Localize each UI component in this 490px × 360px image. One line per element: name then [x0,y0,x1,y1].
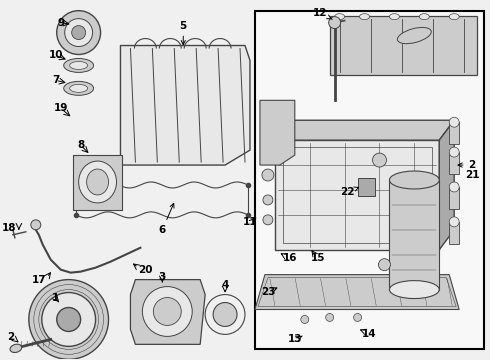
Circle shape [31,220,41,230]
Text: 18: 18 [1,223,16,233]
Text: 3: 3 [159,272,166,282]
Polygon shape [121,45,250,165]
Bar [449,122,459,144]
Circle shape [72,26,86,40]
Text: 6: 6 [159,203,174,235]
Ellipse shape [87,169,108,195]
Bar [390,180,439,289]
Circle shape [153,298,181,325]
Circle shape [57,11,100,54]
Text: 23: 23 [261,287,275,297]
Ellipse shape [10,344,22,352]
Ellipse shape [70,84,88,92]
Bar [449,187,459,209]
Circle shape [57,307,81,332]
Bar [255,11,484,349]
Ellipse shape [213,302,237,327]
Circle shape [449,182,459,192]
Text: 5: 5 [180,21,187,45]
Text: 11: 11 [243,217,257,227]
Text: 13: 13 [288,334,302,345]
Polygon shape [130,280,205,345]
Bar [449,152,459,174]
Text: 4: 4 [221,280,229,289]
Text: 1: 1 [52,293,59,302]
Text: 14: 14 [362,329,377,339]
Text: 8: 8 [77,140,84,150]
Ellipse shape [78,161,117,203]
Text: 12: 12 [313,8,332,19]
Ellipse shape [64,81,94,95]
Ellipse shape [335,14,344,20]
Ellipse shape [397,27,431,44]
Circle shape [262,169,274,181]
Bar [449,222,459,244]
Text: 15: 15 [311,253,325,263]
Polygon shape [439,120,454,250]
Ellipse shape [360,14,369,20]
Ellipse shape [390,280,439,298]
Text: 20: 20 [138,265,153,275]
Circle shape [263,215,273,225]
Text: 9: 9 [57,18,64,28]
Text: 10: 10 [49,50,63,60]
Circle shape [263,195,273,205]
Circle shape [354,314,362,321]
Ellipse shape [64,58,94,72]
Circle shape [42,293,96,346]
Circle shape [372,153,387,167]
Polygon shape [275,120,454,140]
Circle shape [65,19,93,46]
Ellipse shape [390,14,399,20]
Circle shape [301,315,309,323]
Polygon shape [255,275,459,310]
Text: 2: 2 [7,332,15,342]
Text: 7: 7 [52,75,59,85]
Text: 21: 21 [465,170,479,180]
Text: 16: 16 [283,253,297,263]
Circle shape [378,259,391,271]
Text: 2: 2 [458,160,476,170]
Polygon shape [275,140,439,250]
Circle shape [449,217,459,227]
Circle shape [329,17,341,28]
Text: 17: 17 [31,275,46,285]
Ellipse shape [419,14,429,20]
Text: 22: 22 [341,187,359,197]
Circle shape [143,287,192,336]
Polygon shape [73,155,122,210]
Polygon shape [260,100,295,165]
Circle shape [29,280,108,359]
Text: 19: 19 [53,103,68,113]
Ellipse shape [390,171,439,189]
Circle shape [326,314,334,321]
Circle shape [449,147,459,157]
Ellipse shape [70,62,88,69]
Polygon shape [330,15,477,75]
Circle shape [449,117,459,127]
Bar [358,178,375,196]
Ellipse shape [449,14,459,20]
